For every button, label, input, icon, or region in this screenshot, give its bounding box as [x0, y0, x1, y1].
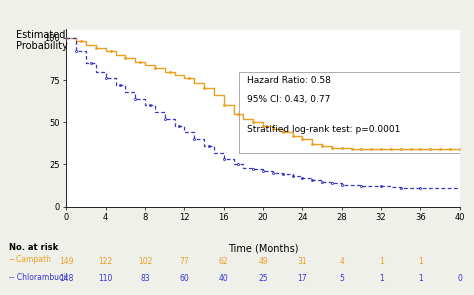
Text: 62: 62	[219, 257, 228, 266]
Text: -- Chlorambucil: -- Chlorambucil	[9, 273, 68, 282]
Text: 31: 31	[298, 257, 307, 266]
Text: Time (Months): Time (Months)	[228, 243, 298, 253]
Text: 40: 40	[219, 274, 228, 283]
Text: 1: 1	[418, 274, 423, 283]
Text: 17: 17	[298, 274, 307, 283]
Text: 122: 122	[99, 257, 113, 266]
Text: 110: 110	[99, 274, 113, 283]
Text: 148: 148	[59, 274, 73, 283]
Text: 95% CI: 0.43, 0.77: 95% CI: 0.43, 0.77	[247, 95, 331, 104]
Text: Hazard Ratio: 0.58: Hazard Ratio: 0.58	[247, 76, 331, 85]
Text: 5: 5	[339, 274, 344, 283]
Text: 49: 49	[258, 257, 268, 266]
Text: 1: 1	[418, 257, 423, 266]
Text: Stratified log-rank test: p=0.0001: Stratified log-rank test: p=0.0001	[247, 125, 401, 134]
Text: 60: 60	[180, 274, 189, 283]
Text: 0: 0	[457, 274, 462, 283]
Text: 4: 4	[339, 257, 344, 266]
Text: 149: 149	[59, 257, 73, 266]
Text: 1: 1	[379, 274, 383, 283]
Text: 1: 1	[379, 257, 383, 266]
Text: No. at risk: No. at risk	[9, 243, 59, 253]
Y-axis label: Estimated
Probability: Estimated Probability	[16, 30, 67, 51]
Text: 77: 77	[180, 257, 189, 266]
Text: 25: 25	[258, 274, 268, 283]
Text: 102: 102	[138, 257, 152, 266]
Text: ─ Campath: ─ Campath	[9, 255, 52, 264]
Text: 83: 83	[140, 274, 150, 283]
Bar	[239, 72, 460, 153]
